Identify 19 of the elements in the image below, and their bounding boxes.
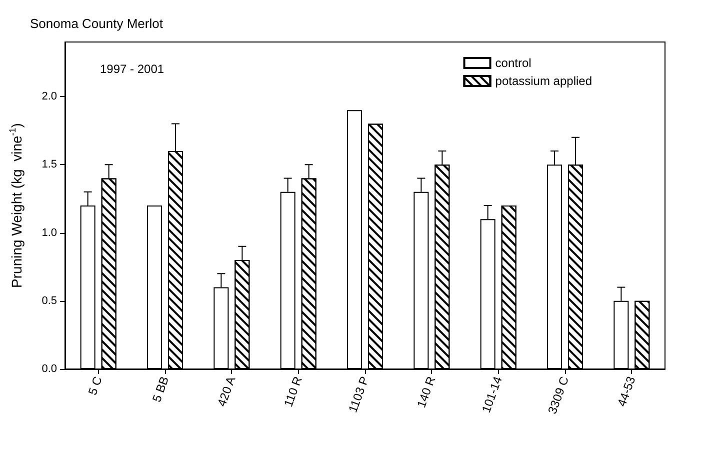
y-tick-label: 1.0 (42, 226, 57, 239)
legend-label: potassium applied (495, 74, 592, 88)
x-tick-label: 5 BB (150, 374, 172, 404)
y-tick-label: 1.5 (42, 158, 57, 171)
y-tick-label: 2.0 (42, 90, 57, 102)
y-tick-label: 0.0 (42, 363, 57, 375)
x-tick-label: 5 C (85, 374, 106, 397)
x-tick-label: 1103 P (346, 374, 372, 414)
x-tick-label: 44-53 (614, 374, 638, 408)
y-tick-label: 0.5 (42, 294, 57, 307)
x-tick-label: 3309 C (545, 374, 572, 416)
x-tick-label: 101-14 (478, 374, 506, 415)
x-tick-label: 420 A (214, 374, 238, 408)
x-tick-label: 140 R (414, 374, 438, 410)
annotation: 1997 - 2001 (100, 62, 164, 76)
legend-label: control (495, 56, 532, 70)
chart-title: Sonoma County Merlot (30, 16, 164, 31)
y-axis-title: Pruning Weight (kg vine-1) (8, 123, 24, 288)
x-tick-label: 110 R (281, 374, 306, 409)
